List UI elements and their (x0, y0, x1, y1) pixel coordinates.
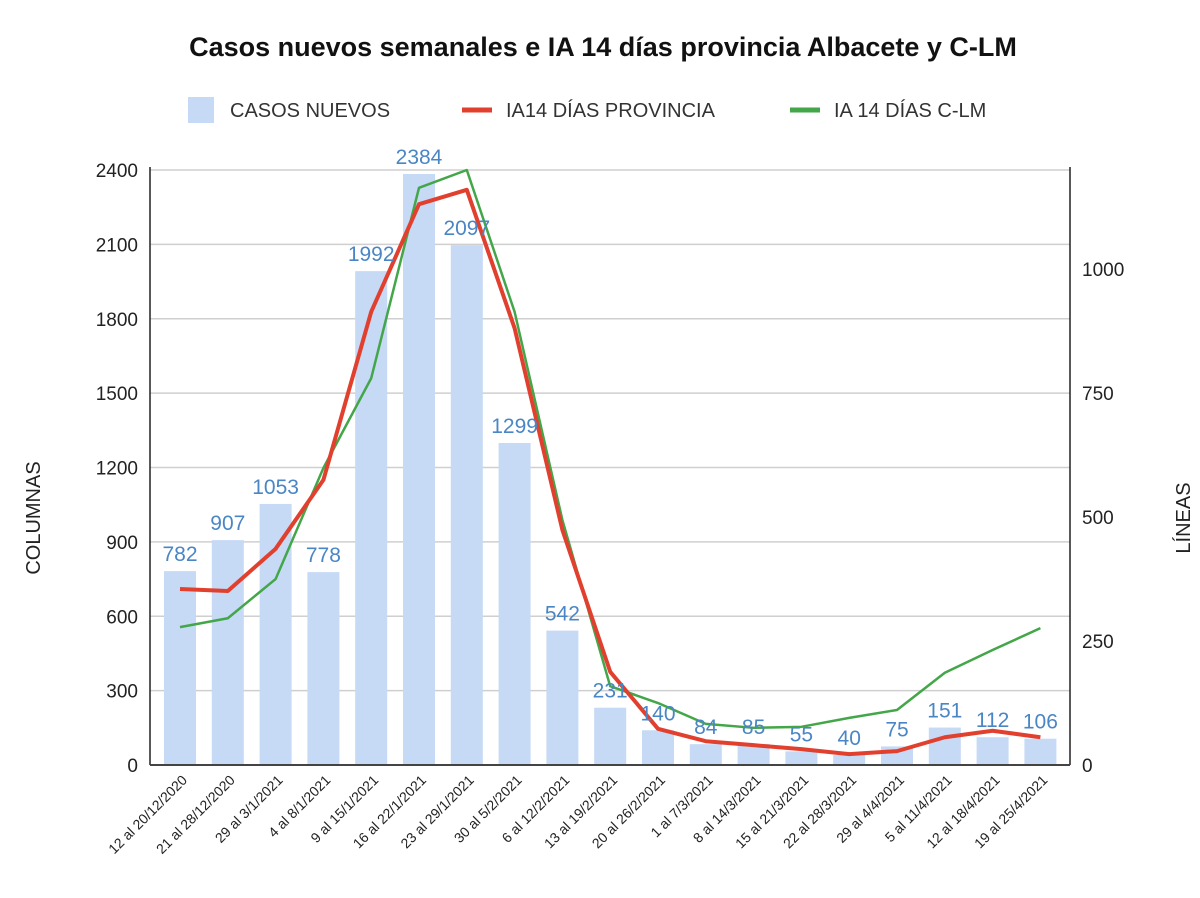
bar (1024, 738, 1057, 765)
legend-label: IA 14 DÍAS C-LM (834, 99, 986, 122)
data-label: 106 (1023, 711, 1058, 734)
data-label: 2097 (443, 217, 490, 240)
data-label: 84 (694, 716, 718, 739)
data-label: 907 (210, 512, 245, 535)
gridlines (150, 169, 1070, 692)
data-label: 542 (545, 603, 580, 626)
bar (546, 630, 579, 765)
chart-title: Casos nuevos semanales e IA 14 días prov… (189, 32, 1017, 62)
bar (164, 571, 196, 765)
bar (928, 727, 961, 765)
data-label: 40 (838, 727, 861, 750)
bars (164, 173, 1057, 765)
bar (642, 730, 674, 765)
data-label: 85 (742, 716, 765, 739)
legend-label: IA14 DÍAS PROVINCIA (506, 99, 716, 122)
bar (498, 442, 531, 765)
bar (450, 245, 483, 765)
data-label: 75 (885, 718, 908, 741)
data-label: 140 (640, 702, 675, 725)
y-tick-right: 250 (1082, 632, 1114, 653)
y-tick-left: 900 (106, 533, 138, 554)
y-tick-left: 2400 (96, 161, 138, 182)
data-labels: 782 907 1053 778 1992 2384 2097 1299 542 231 140 84… (162, 146, 1057, 750)
bar (689, 744, 722, 765)
data-label: 231 (593, 680, 628, 703)
line-ia14-provincia (179, 187, 1041, 757)
y-tick-left: 300 (106, 682, 138, 703)
y-axis-right-label: LÍNEAS (1172, 482, 1195, 553)
bar (833, 755, 866, 765)
bar (259, 503, 292, 765)
y-tick-left: 1500 (96, 384, 138, 405)
y-tick-left: 0 (127, 756, 138, 777)
y-tick-right: 1000 (1082, 260, 1124, 281)
bar (211, 540, 244, 765)
lines (179, 168, 1041, 757)
legend-swatch-bar (188, 97, 214, 123)
y-tick-right: 500 (1082, 508, 1114, 529)
data-label: 2384 (396, 146, 443, 169)
bar (594, 707, 627, 765)
bar (403, 173, 435, 765)
legend-label: CASOS NUEVOS (230, 100, 390, 122)
y-tick-left: 1200 (96, 459, 138, 480)
y-tick-left: 1800 (96, 310, 138, 331)
data-label: 1992 (348, 243, 395, 266)
y-tick-left: 600 (106, 607, 138, 628)
x-tick-label: 12 al 20/12/2020 (105, 772, 190, 857)
data-label: 1299 (491, 415, 538, 438)
y-tick-right: 750 (1082, 384, 1114, 405)
data-label: 1053 (252, 476, 299, 499)
bar (976, 737, 1009, 765)
data-label: 112 (976, 709, 1009, 732)
data-label: 778 (306, 544, 341, 567)
data-label: 151 (927, 700, 962, 723)
y-tick-right: 0 (1082, 756, 1093, 777)
bar (307, 572, 340, 765)
line-ia14-clm (179, 168, 1041, 730)
y-tick-left: 2100 (96, 235, 138, 256)
data-label: 55 (790, 723, 813, 746)
data-label: 782 (162, 543, 197, 566)
legend: CASOS NUEVOS IA14 DÍAS PROVINCIA IA 14 DÍA… (188, 97, 986, 123)
bar (785, 751, 818, 765)
bar (737, 743, 770, 765)
y-axis-left-label: COLUMNAS (23, 461, 45, 574)
